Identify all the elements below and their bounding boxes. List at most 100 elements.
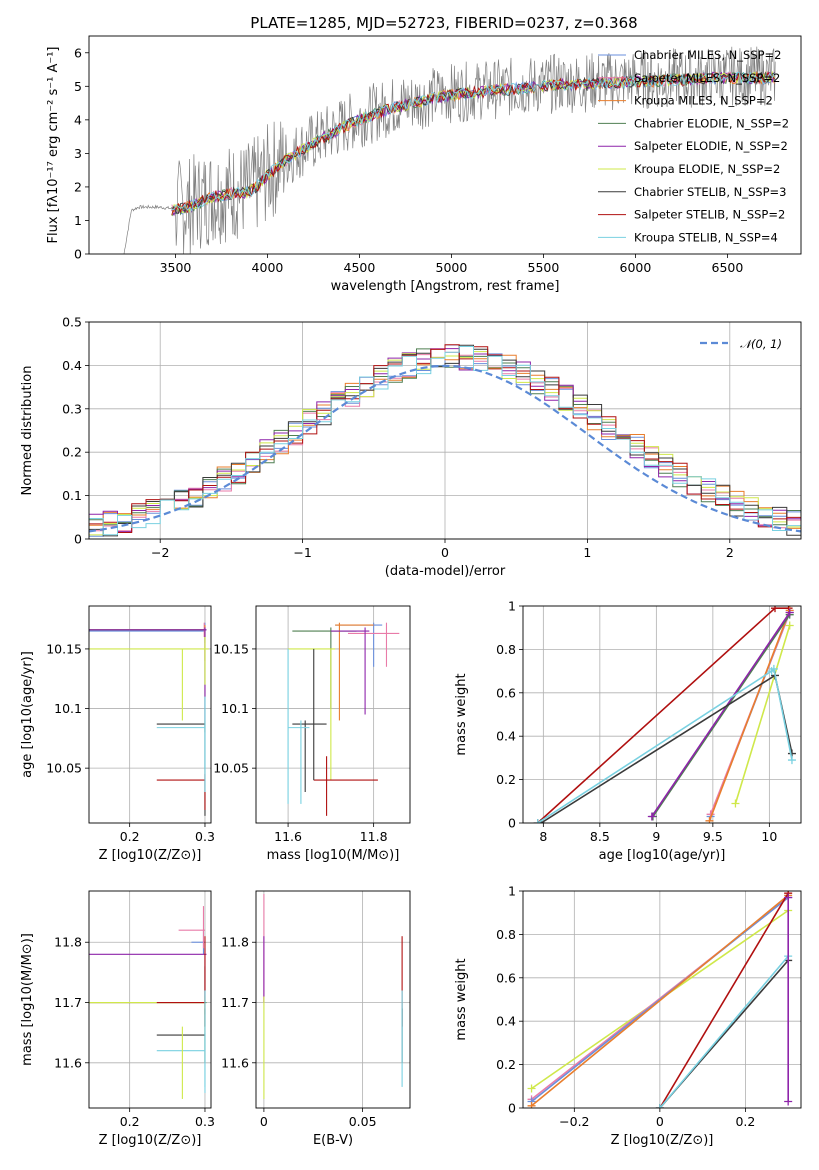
- plot-area: [89, 906, 207, 1099]
- x-tick-label: 11.8: [360, 829, 388, 844]
- y-tick-label: 11.8: [54, 935, 82, 950]
- y-tick-label: 0.6: [496, 685, 516, 700]
- x-tick-label: 2: [726, 545, 734, 560]
- errorbar-chabrier-miles: [89, 622, 206, 643]
- weight-line-kroupa-elodie: [734, 625, 791, 804]
- weight-marker-salpeter-elodie: [785, 608, 794, 617]
- x-tick-label: 5000: [436, 260, 468, 275]
- weight-line-salpeter-stelib: [537, 607, 789, 823]
- legend-label-normal: 𝒩(0, 1): [740, 337, 782, 351]
- y-axis-label: mass weight: [454, 958, 469, 1040]
- gridlines: [256, 891, 410, 1108]
- x-tick-label: 0.2: [735, 1114, 755, 1129]
- plot-area: [263, 894, 403, 1099]
- weight-line-kroupa-stelib: [537, 667, 793, 823]
- y-tick-label: 11.7: [54, 995, 82, 1010]
- y-tick-label: 0.5: [62, 315, 82, 330]
- figure-title: PLATE=1285, MJD=52723, FIBERID=0237, z=0…: [250, 14, 637, 32]
- x-tick-label: 0: [260, 1114, 268, 1129]
- x-tick-label: 9: [652, 829, 660, 844]
- y-axis-label: Flux [fλ10⁻¹⁷ erg cm⁻² s⁻¹ A⁻¹]: [46, 47, 61, 244]
- axes-frame: [88, 605, 212, 824]
- y-tick-label: 0.2: [62, 445, 82, 460]
- gridlines: [89, 891, 211, 1108]
- y-axis-label: mass [log10(M/M⊙)]: [20, 933, 35, 1066]
- errorbar-kroupa-elodie: [288, 648, 336, 781]
- errorbar-chabrier-stelib: [156, 1008, 206, 1063]
- weight-line-salpeter-stelib: [659, 892, 789, 1108]
- x-axis-label: age [log10(age/yr)]: [599, 848, 726, 863]
- x-tick-label: 10: [761, 829, 777, 844]
- x-axis-label: wavelength [Angstrom, rest frame]: [331, 279, 560, 294]
- y-tick-label: 2: [74, 179, 82, 194]
- gridlines: [523, 605, 801, 824]
- errorbar-salpeter-elodie: [89, 627, 207, 721]
- weight-line-chabrier-miles: [531, 896, 789, 1103]
- errorbar-kroupa-elodie: [89, 996, 206, 1063]
- weight-marker-kroupa-elodie: [731, 799, 740, 808]
- y-tick-label: 0.4: [496, 729, 516, 744]
- errorbar-kroupa-stelib: [156, 722, 206, 792]
- weight-marker-kroupa-elodie: [527, 1084, 536, 1093]
- axes-frame: [88, 321, 802, 540]
- y-tick-label: 0.4: [496, 1014, 516, 1029]
- plot-area: [533, 606, 796, 823]
- plot-area: [287, 622, 400, 816]
- legend-label-chabrier-elodie: Chabrier ELODIE, N_SSP=2: [634, 116, 789, 130]
- x-axis-label: Z [log10(Z/Z⊙)]: [99, 1133, 202, 1148]
- x-tick-label: 0.05: [349, 1114, 377, 1129]
- x-axis-label: E(B-V): [313, 1133, 353, 1148]
- panel-age_vs_mass: 11.6 11.8 10.05 10.1 10.15 mass [log10(M/M⊙)]: [213, 605, 411, 863]
- legend-label-salpeter-elodie: Salpeter ELODIE, N_SSP=2: [634, 139, 788, 153]
- axes-frame: [255, 605, 411, 824]
- histogram-kroupa-stelib: [89, 346, 801, 536]
- x-tick-label: 0.3: [195, 829, 215, 844]
- y-tick-label: 0.2: [496, 1057, 516, 1072]
- weight-marker-kroupa-stelib: [655, 1104, 664, 1108]
- x-tick-label: 5500: [528, 260, 560, 275]
- x-tick-label: −2: [151, 545, 169, 560]
- x-axis-label: Z [log10(Z/Z⊙)]: [611, 1133, 714, 1148]
- x-tick-label: 11.6: [274, 829, 302, 844]
- errorbar-salpeter-elodie: [330, 627, 370, 715]
- weight-line-kroupa-miles: [708, 610, 791, 822]
- x-tick-label: 1: [583, 545, 591, 560]
- y-tick-label: 3: [74, 146, 82, 161]
- x-axis-label: mass [log10(M/M⊙)]: [267, 848, 400, 863]
- errorbar-kroupa-elodie: [89, 637, 209, 685]
- weight-marker-kroupa-stelib: [787, 756, 796, 765]
- y-tick-label: 6: [74, 45, 82, 60]
- weight-line-salpeter-elodie: [651, 612, 791, 817]
- weight-marker-kroupa-miles: [705, 816, 714, 823]
- x-tick-label: 0: [441, 545, 449, 560]
- x-tick-label: 0.3: [195, 1114, 215, 1129]
- plot-area: [527, 891, 793, 1108]
- plot-area: [89, 622, 209, 816]
- weight-marker-kroupa-stelib: [533, 819, 542, 823]
- legend: Chabrier MILES, N_SSP=2 Salpeter MILES, N…: [598, 48, 789, 244]
- legend-label-salpeter-stelib: Salpeter STELIB, N_SSP=2: [634, 208, 785, 222]
- axes-frame: [522, 890, 802, 1109]
- errorbar-chabrier-elodie: [89, 627, 207, 733]
- x-tick-label: 6500: [712, 260, 744, 275]
- panel-spectrum: 3500 4000 4500 5000 5500 6000 6500 0 1 2 3 4 5 6 wavel…: [46, 35, 802, 294]
- x-tick-label: 0.2: [120, 829, 140, 844]
- legend-label-kroupa-miles: Kroupa MILES, N_SSP=2: [634, 94, 773, 108]
- y-tick-label: 1: [508, 599, 516, 614]
- axes-frame: [88, 35, 802, 255]
- y-tick-label: 0.2: [496, 772, 516, 787]
- panel-weight_vs_Z: −0.2 0 0.2 0 0.2 0.4 0.6 0.8 1 Z [log10(Z/Z⊙)] mas…: [454, 884, 802, 1148]
- x-axis-label: (data-model)/error: [385, 564, 506, 579]
- panel-mass_vs_Z: 0.2 0.3 11.6 11.7 11.8 Z [log10(Z/Z⊙)] mass [l…: [20, 890, 215, 1148]
- errorbar-chabrier-elodie: [292, 627, 357, 709]
- y-tick-label: 10.05: [213, 761, 249, 776]
- y-tick-label: 10.1: [54, 701, 82, 716]
- plot-area: [123, 46, 776, 254]
- weight-marker-kroupa-miles: [527, 1101, 536, 1108]
- errorbar-kroupa-miles: [89, 625, 206, 661]
- histogram-salpeter-stelib: [89, 344, 801, 533]
- axes-frame: [255, 890, 411, 1109]
- data-spectrum-line: [123, 46, 776, 254]
- plot-area: [89, 344, 801, 537]
- model-line-kroupa-stelib: [171, 71, 775, 212]
